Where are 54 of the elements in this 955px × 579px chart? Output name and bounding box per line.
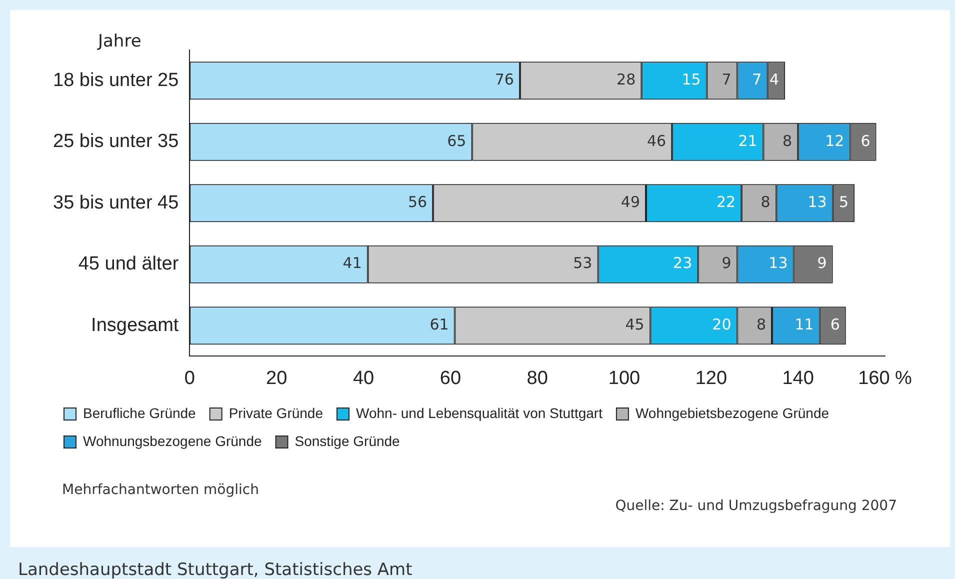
y-axis-title: Jahre [97, 31, 142, 52]
data-label: 8 [782, 132, 792, 150]
data-label: 9 [817, 254, 827, 272]
data-label: 4 [770, 70, 780, 89]
data-label: 65 [447, 132, 466, 150]
data-label: 56 [408, 192, 428, 211]
data-label: 41 [342, 254, 362, 272]
source-note: Quelle: Zu- und Umzugsbefragung 2007 [615, 498, 897, 514]
x-tick-label: 60 [440, 368, 462, 389]
y-tick-label: Insgesamt [91, 314, 180, 336]
text: Landeshauptstadt Stuttgart, Statistisches Amt [18, 560, 412, 579]
data-label: 28 [616, 70, 636, 89]
data-label: 20 [712, 315, 732, 334]
data-label: 76 [494, 70, 514, 89]
data-label: 7 [752, 70, 762, 89]
data-label: 6 [860, 132, 870, 150]
legend-label: Berufliche Gründe [83, 404, 196, 421]
data-label: 7 [722, 70, 732, 89]
data-label: 22 [716, 192, 736, 211]
y-tick-label: 35 bis unter 45 [52, 192, 179, 214]
data-label: 9 [722, 254, 732, 272]
data-label: 21 [738, 132, 758, 150]
data-label: 15 [682, 70, 701, 89]
x-tick-label: 0 [184, 368, 195, 389]
data-label: 45 [625, 315, 644, 334]
x-tick-label: 80 [526, 368, 548, 389]
data-label: 11 [794, 315, 814, 334]
data-label: 53 [573, 254, 592, 272]
data-label: 13 [808, 192, 827, 211]
data-label: 5 [839, 192, 849, 211]
data-label: 49 [620, 192, 640, 211]
data-label: 12 [825, 132, 844, 150]
data-label: 61 [430, 315, 449, 334]
x-tick-label: 120 [695, 368, 728, 389]
x-tick-label: 140 [782, 368, 814, 389]
legend-label: Private Gründe [228, 404, 324, 421]
legend-label: Wohnungsbezogene Gründe [83, 432, 262, 449]
x-tick-label: 160 % [858, 368, 912, 389]
y-tick-label: 18 bis unter 25 [52, 70, 179, 91]
y-tick-label: 45 und älter [78, 254, 180, 275]
data-label: 8 [756, 315, 766, 334]
legend-label: Wohn- und Lebensqualität von Stuttgart [356, 404, 603, 421]
data-label: 46 [646, 132, 666, 150]
data-label: 13 [768, 254, 788, 272]
text: Mehrfachantworten möglich [62, 482, 259, 498]
data-label: 8 [760, 192, 770, 211]
data-label: 6 [830, 315, 840, 334]
legend-label: Sonstige Gründe [294, 432, 400, 449]
x-tick-label: 20 [266, 368, 288, 389]
x-tick-label: 100 [608, 368, 640, 389]
data-label: 23 [673, 254, 692, 272]
legend-label: Wohngebietsbezogene Gründe [635, 404, 830, 421]
x-tick-label: 40 [352, 368, 374, 389]
y-tick-label: 25 bis unter 35 [52, 131, 179, 152]
